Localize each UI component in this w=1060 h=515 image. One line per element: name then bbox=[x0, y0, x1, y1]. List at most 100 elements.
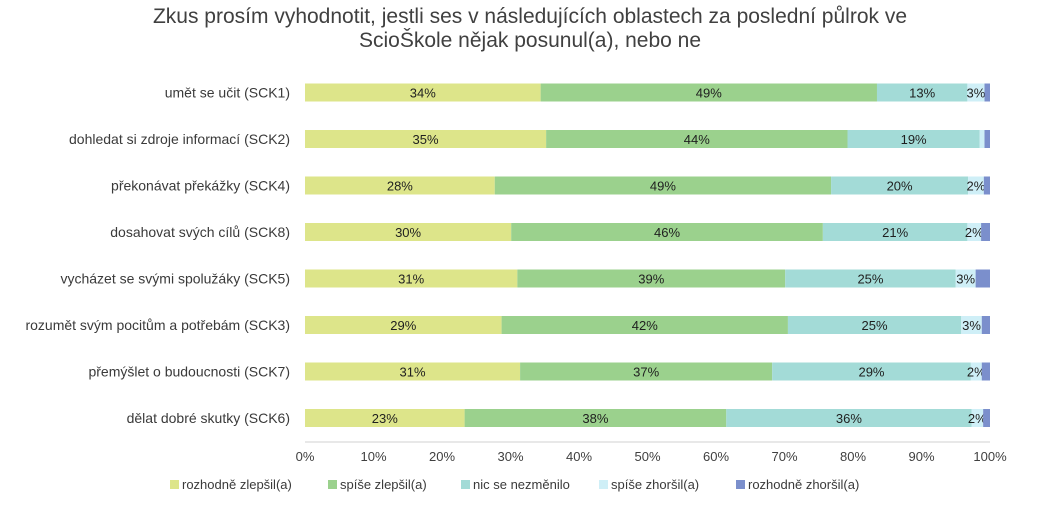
data-label: 25% bbox=[862, 318, 888, 333]
bar-segment bbox=[984, 83, 990, 102]
bar-segment bbox=[464, 409, 727, 427]
data-label: 28% bbox=[387, 179, 413, 194]
bar-segment bbox=[494, 176, 832, 195]
data-label: 21% bbox=[882, 225, 908, 240]
data-label: 49% bbox=[696, 86, 722, 101]
bar-segment bbox=[967, 223, 982, 241]
legend-swatch bbox=[461, 480, 470, 489]
legend-swatch bbox=[170, 480, 179, 489]
data-label: 31% bbox=[400, 365, 426, 380]
category-label: přemýšlet o budoucnosti (SCK7) bbox=[88, 364, 290, 380]
data-label: 46% bbox=[654, 225, 680, 240]
legend-swatch bbox=[328, 480, 337, 489]
bar-segment bbox=[979, 130, 985, 148]
bar-segment bbox=[305, 130, 547, 148]
bar-segment bbox=[961, 316, 982, 334]
data-label: 35% bbox=[413, 132, 439, 147]
bar-segment bbox=[968, 176, 984, 195]
bar-segment bbox=[876, 83, 968, 102]
x-tick-label: 50% bbox=[634, 449, 660, 464]
x-tick-label: 0% bbox=[296, 449, 315, 464]
bar-segment bbox=[305, 269, 518, 288]
x-tick-label: 40% bbox=[566, 449, 592, 464]
data-label: 42% bbox=[632, 318, 658, 333]
x-tick-label: 30% bbox=[497, 449, 523, 464]
bar-segment bbox=[520, 362, 773, 381]
legend-swatch bbox=[599, 480, 608, 489]
data-label: 31% bbox=[398, 272, 424, 287]
data-label: 13% bbox=[909, 86, 935, 101]
data-label: 3% bbox=[956, 272, 975, 287]
bar-segment bbox=[981, 316, 990, 334]
chart-title-line-1: Zkus prosím vyhodnotit, jestli ses v nás… bbox=[153, 5, 907, 28]
category-label: vycházet se svými spolužáky (SCK5) bbox=[60, 271, 290, 287]
data-label: 39% bbox=[638, 272, 664, 287]
category-label: dohledat si zdroje informací (SCK2) bbox=[69, 131, 290, 147]
data-label: 3% bbox=[967, 86, 986, 101]
bar-segment bbox=[822, 223, 968, 241]
legend-label: spíše zlepšil(a) bbox=[340, 477, 427, 492]
category-label: dělat dobré skutky (SCK6) bbox=[127, 410, 290, 426]
bar-segment bbox=[305, 176, 495, 195]
data-label: 36% bbox=[836, 411, 862, 426]
data-label: 29% bbox=[858, 365, 884, 380]
x-tick-label: 60% bbox=[703, 449, 729, 464]
legend-label: nic se nezměnilo bbox=[473, 477, 570, 492]
bar-segment bbox=[970, 362, 982, 381]
legend-label: spíše zhoršil(a) bbox=[611, 477, 699, 492]
legend-label: rozhodně zlepšil(a) bbox=[182, 477, 292, 492]
bar-segment bbox=[785, 269, 956, 288]
x-tick-label: 10% bbox=[360, 449, 386, 464]
bar-segment bbox=[726, 409, 972, 427]
bar-segment bbox=[955, 269, 976, 288]
bar-segment bbox=[971, 409, 984, 427]
bar-segment bbox=[517, 269, 786, 288]
data-label: 29% bbox=[390, 318, 416, 333]
x-tick-label: 90% bbox=[908, 449, 934, 464]
bar-segment bbox=[540, 83, 877, 102]
data-label: 38% bbox=[582, 411, 608, 426]
bar-segment bbox=[305, 83, 541, 102]
bar-segment bbox=[967, 83, 985, 102]
category-label: překonávat překážky (SCK4) bbox=[111, 178, 290, 194]
legend: rozhodně zlepšil(a) spíše zlepšil(a) nic s… bbox=[170, 477, 859, 492]
data-label: 2% bbox=[967, 179, 986, 194]
data-label: 2% bbox=[965, 225, 984, 240]
bar-segment bbox=[511, 223, 823, 241]
category-label: rozumět svým pocitům a potřebám (SCK3) bbox=[25, 317, 290, 333]
data-label: 2% bbox=[967, 365, 986, 380]
data-label: 30% bbox=[395, 225, 421, 240]
bar-segment bbox=[305, 409, 465, 427]
bar-segment bbox=[305, 223, 512, 241]
data-label: 19% bbox=[901, 132, 927, 147]
x-tick-label: 70% bbox=[771, 449, 797, 464]
data-label: 37% bbox=[633, 365, 659, 380]
data-label: 2% bbox=[968, 411, 987, 426]
x-tick-label: 100% bbox=[973, 449, 1007, 464]
category-label: dosahovat svých cílů (SCK8) bbox=[110, 224, 290, 240]
bar-segment bbox=[772, 362, 971, 381]
bar-segment bbox=[981, 223, 990, 241]
x-tick-label: 80% bbox=[840, 449, 866, 464]
bar-segment bbox=[984, 130, 990, 148]
category-label: umět se učit (SCK1) bbox=[165, 85, 290, 101]
chart-title-line-2: ScioŠkole nějak posunul(a), nebo ne bbox=[359, 29, 701, 52]
plot-area: umět se učit (SCK1) 34% 49% 13% 3% dohledat s… bbox=[25, 83, 1007, 464]
data-label: 23% bbox=[372, 411, 398, 426]
data-label: 3% bbox=[962, 318, 981, 333]
legend-label: rozhodně zhoršil(a) bbox=[748, 477, 859, 492]
data-label: 44% bbox=[684, 132, 710, 147]
bar-segment bbox=[847, 130, 980, 148]
bar-segment bbox=[501, 316, 788, 334]
bar-segment bbox=[983, 409, 990, 427]
bar-segment bbox=[305, 362, 521, 381]
bar-segment bbox=[831, 176, 969, 195]
data-label: 49% bbox=[650, 179, 676, 194]
data-label: 20% bbox=[887, 179, 913, 194]
data-label: 34% bbox=[410, 86, 436, 101]
bar-segment bbox=[787, 316, 962, 334]
bar-segment bbox=[975, 269, 990, 288]
bar-segment bbox=[546, 130, 848, 148]
bar-segment bbox=[981, 362, 990, 381]
